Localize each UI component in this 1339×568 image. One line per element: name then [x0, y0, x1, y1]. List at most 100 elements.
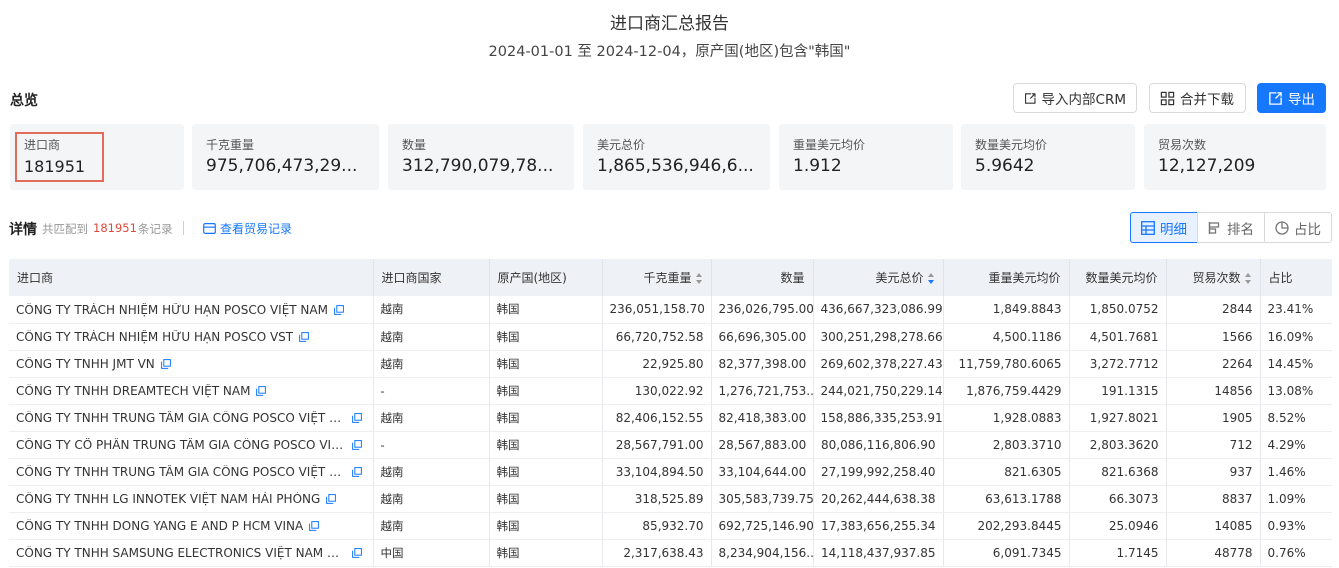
col-header-share[interactable]: 占比 — [1260, 259, 1332, 296]
report-subtitle: 2024-01-01 至 2024-12-04，原产国(地区)包含"韩国" — [488, 44, 851, 60]
importer-name-link[interactable]: CÔNG TY TRÁCH NHIỆM HỮU HẠN POSCO VST — [16, 329, 294, 344]
stat-highlight-box — [15, 132, 104, 182]
stat-card-qty-avg: 数量美元均价 5.9642 — [961, 124, 1135, 190]
table-cell: 23.41% — [1260, 296, 1332, 324]
col-header-importer-country[interactable]: 进口商国家 — [373, 259, 490, 296]
table-cell: 20,262,444,638.38 — [813, 485, 944, 513]
stat-card-trade-count: 贸易次数 12,127,209 — [1144, 124, 1326, 190]
importer-name-link[interactable]: CÔNG TY TNHH SAMSUNG ELECTRONICS VIỆT NA… — [16, 545, 346, 560]
copy-icon[interactable] — [334, 304, 344, 315]
copy-icon[interactable] — [352, 466, 362, 477]
copy-icon[interactable] — [326, 493, 337, 504]
stat-label: 贸易次数 — [1158, 138, 1207, 152]
col-header-trade-count[interactable]: 贸易次数 — [1166, 259, 1261, 296]
table-cell: 1,850.0752 — [1069, 296, 1167, 324]
stat-card-weight-avg: 重量美元均价 1.912 — [779, 124, 953, 190]
table-cell: 2264 — [1166, 350, 1261, 378]
sort-icon[interactable] — [1244, 273, 1252, 284]
col-header-weight-kg[interactable]: 千克重量 — [602, 259, 712, 296]
table-cell: 202,293.8445 — [943, 512, 1070, 540]
table-cell: 11,759,780.6065 — [943, 350, 1070, 378]
copy-icon[interactable] — [352, 439, 362, 450]
merge-download-button[interactable]: 合并下载 — [1149, 83, 1246, 113]
importer-name-link[interactable]: CÔNG TY TNHH TRUNG TÂM GIA CÔNG POSCO VI… — [16, 410, 346, 425]
table-cell: 2844 — [1166, 296, 1261, 324]
importer-name-link[interactable]: CÔNG TY CỔ PHẦN TRUNG TÂM GIA CÔNG POSCO… — [16, 437, 346, 452]
sort-icon[interactable] — [927, 273, 935, 284]
table-cell: 63,613.1788 — [943, 485, 1070, 513]
copy-icon[interactable] — [352, 412, 362, 423]
table-cell: 1.09% — [1260, 485, 1332, 513]
merge-download-label: 合并下载 — [1180, 92, 1234, 108]
import-crm-label: 导入内部CRM — [1041, 92, 1126, 108]
importer-name-link[interactable]: CÔNG TY TNHH JMT VN — [16, 356, 155, 371]
table-row: CÔNG TY TNHH LG INNOTEK VIỆT NAM HẢI PHÒ… — [9, 485, 1332, 513]
table-cell: 越南 — [373, 512, 490, 540]
table-cell: 1905 — [1166, 404, 1261, 432]
stat-value: 181951 — [24, 157, 86, 176]
copy-icon[interactable] — [160, 358, 171, 369]
table-cell: 韩国 — [489, 404, 603, 432]
stat-value: 1.912 — [793, 156, 842, 176]
col-header-importer[interactable]: 进口商 — [9, 259, 374, 296]
copy-icon[interactable] — [299, 331, 310, 342]
table-cell: 269,602,378,227.43 — [813, 350, 944, 378]
importer-name-link[interactable]: CÔNG TY TNHH DONG YANG E AND P HCM VINA — [16, 518, 304, 533]
table-cell: 33,104,894.50 — [602, 458, 712, 486]
stat-value: 975,706,473,29... — [206, 156, 358, 176]
import-crm-button[interactable]: 导入内部CRM — [1013, 83, 1137, 113]
importer-name-link[interactable]: CÔNG TY TNHH LG INNOTEK VIỆT NAM HẢI PHÒ… — [16, 491, 321, 506]
table-row: CÔNG TY TNHH JMT VN 越南 韩国 22,925.80 82,377,3… — [9, 350, 1332, 378]
view-tab-detail[interactable]: 明细 — [1130, 212, 1198, 243]
importer-name-link[interactable]: CÔNG TY TNHH TRUNG TÂM GIA CÔNG POSCO VI… — [16, 464, 346, 479]
stat-label: 数量美元均价 — [975, 138, 1048, 152]
table-cell: 22,925.80 — [602, 350, 712, 378]
col-header-total-usd[interactable]: 美元总价 — [813, 259, 944, 296]
table-cell: 韩国 — [489, 323, 603, 351]
table-cell: 82,406,152.55 — [602, 404, 712, 432]
col-header-quantity[interactable]: 数量 — [711, 259, 814, 296]
table-icon — [1141, 220, 1155, 235]
table-cell: 305,583,739.75 — [711, 485, 814, 513]
stat-value: 312,790,079,78... — [402, 156, 554, 176]
table-row: CÔNG TY TNHH TRUNG TÂM GIA CÔNG POSCO VI… — [9, 458, 1332, 486]
merge-grid-icon — [1160, 91, 1175, 105]
pie-icon — [1275, 220, 1289, 235]
table-cell: 0.93% — [1260, 512, 1332, 540]
stat-card-quantity: 数量 312,790,079,78... — [388, 124, 574, 190]
view-tab-rank-label: 排名 — [1227, 221, 1254, 238]
table-row: CÔNG TY TNHH DONG YANG E AND P HCM VINA 越… — [9, 512, 1332, 540]
table-cell: 82,418,383.00 — [711, 404, 814, 432]
col-header-weight-avg[interactable]: 重量美元均价 — [943, 259, 1070, 296]
table-cell: 韩国 — [489, 431, 603, 459]
col-header-origin[interactable]: 原产国(地区) — [489, 259, 603, 296]
sort-icon[interactable] — [695, 273, 703, 284]
table-cell: 越南 — [373, 296, 490, 324]
table-cell: 318,525.89 — [602, 485, 712, 513]
importer-name-cell: CÔNG TY TNHH TRUNG TÂM GIA CÔNG POSCO VI… — [9, 404, 374, 432]
stat-card-total-usd: 美元总价 1,865,536,946,6... — [583, 124, 770, 190]
table-cell: 0.76% — [1260, 539, 1332, 567]
rank-bars-icon — [1208, 221, 1220, 234]
view-tab-share[interactable]: 占比 — [1264, 212, 1332, 243]
copy-icon[interactable] — [309, 520, 320, 531]
table-cell: 16.09% — [1260, 323, 1332, 351]
table-cell: 越南 — [373, 458, 490, 486]
table-row: CÔNG TY TNHH DREAMTECH VIỆT NAM - 韩国 130,02… — [9, 377, 1332, 405]
table-cell: 越南 — [373, 350, 490, 378]
table-row: CÔNG TY TNHH SAMSUNG ELECTRONICS VIỆT NA… — [9, 539, 1332, 567]
export-button[interactable]: 导出 — [1257, 83, 1326, 113]
details-label: 详情 — [9, 222, 37, 238]
table-cell: 692,725,146.90 — [711, 512, 814, 540]
table-cell: 236,051,158.70 — [602, 296, 712, 324]
importer-name-link[interactable]: CÔNG TY TNHH DREAMTECH VIỆT NAM — [16, 383, 251, 398]
col-header-qty-avg[interactable]: 数量美元均价 — [1069, 259, 1167, 296]
divider — [183, 221, 184, 235]
stat-label: 重量美元均价 — [793, 138, 866, 152]
copy-icon[interactable] — [256, 385, 267, 396]
copy-icon[interactable] — [352, 547, 362, 558]
importer-name-link[interactable]: CÔNG TY TRÁCH NHIỆM HỮU HẠN POSCO VIỆT N… — [16, 302, 328, 317]
view-trade-records-link[interactable]: 查看贸易记录 — [203, 220, 292, 237]
table-cell: 25.0946 — [1069, 512, 1167, 540]
view-tab-rank[interactable]: 排名 — [1197, 212, 1265, 243]
